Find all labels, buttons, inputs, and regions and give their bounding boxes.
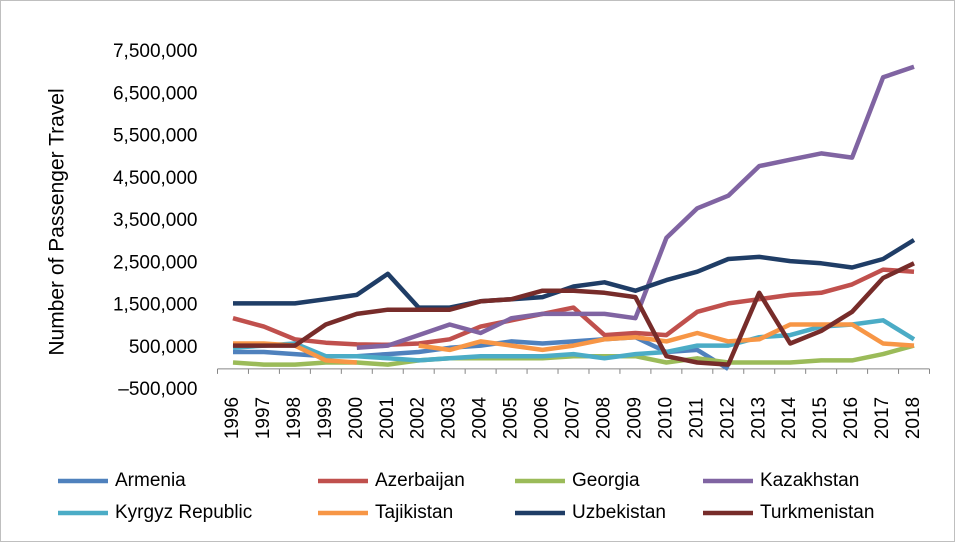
legend-label: Uzbekistan: [572, 502, 666, 523]
x-tick-label: 2011: [686, 398, 707, 439]
x-tick-label: 2016: [841, 397, 862, 439]
x-tick-label: 2003: [439, 397, 460, 439]
y-axis-label: Number of Passenger Travel: [46, 88, 69, 355]
legend-label: Kyrgyz Republic: [115, 502, 252, 523]
y-tick-label: 2,500,000: [113, 252, 198, 273]
y-tick-label: 3,500,000: [113, 210, 198, 231]
x-tick-label: 2009: [624, 397, 645, 439]
x-tick-label: 2005: [501, 397, 522, 439]
x-tick-label: 2004: [470, 396, 491, 439]
series-line: [232, 318, 916, 363]
x-tick-label: 2001: [377, 397, 398, 439]
y-tick-label: 4,500,000: [113, 168, 198, 189]
series-line: [233, 261, 915, 367]
y-tick-label: 1,500,000: [113, 295, 198, 316]
x-tick-label: 2002: [408, 397, 429, 439]
x-tick-label: 2015: [810, 397, 831, 439]
x-tick-label: 1997: [253, 397, 274, 439]
x-tick-label: 1998: [284, 397, 305, 439]
y-tick-label: 7,500,000: [113, 41, 198, 62]
legend-label: Tajikistan: [375, 502, 453, 523]
x-tick-label: 1996: [222, 397, 243, 439]
series-line: [233, 238, 916, 310]
x-tick-label: 2014: [779, 396, 800, 439]
x-tick-label: 2007: [563, 397, 584, 439]
legend-label: Kazakhstan: [760, 470, 859, 491]
series-line: [232, 267, 915, 348]
legend-label: Armenia: [115, 470, 186, 491]
x-tick-label: 2006: [532, 397, 553, 439]
x-tick-label: 2017: [872, 397, 893, 439]
x-tick-label: 2018: [903, 397, 924, 439]
x-tick-label: 2000: [346, 397, 367, 439]
series-line: [356, 64, 915, 351]
x-tick-label: 2010: [655, 397, 676, 439]
y-tick-label: 500,000: [129, 337, 198, 358]
x-tick-label: 1999: [315, 397, 336, 439]
y-tick-label: –500,000: [118, 379, 197, 400]
y-tick-label: 5,500,000: [113, 126, 198, 147]
legend-label: Georgia: [572, 470, 640, 491]
legend-label: Turkmenistan: [760, 502, 874, 523]
y-tick-label: 6,500,000: [113, 83, 198, 104]
x-tick-label: 2008: [593, 397, 614, 439]
x-tick-label: 2012: [717, 397, 738, 439]
x-tick-label: 2013: [748, 397, 769, 439]
legend-label: Azerbaijan: [375, 470, 465, 491]
